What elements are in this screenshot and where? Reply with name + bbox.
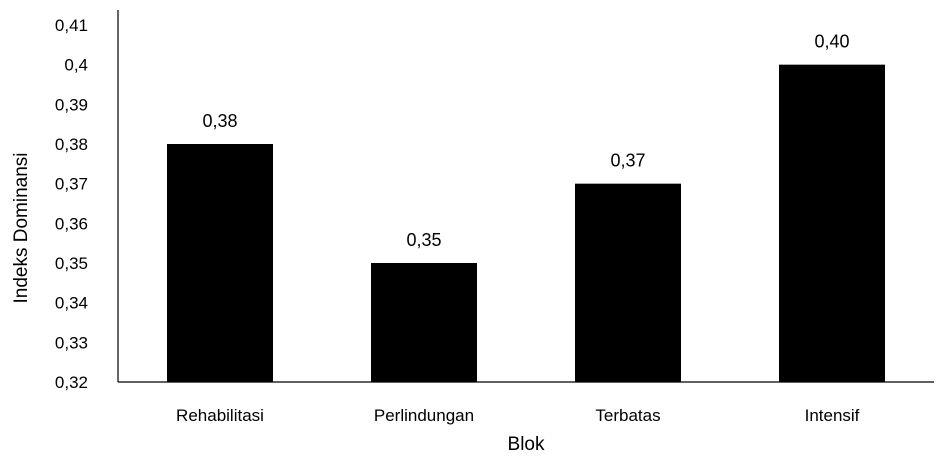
bar-terbatas [575, 183, 681, 382]
bars [167, 64, 885, 383]
y-tick-label: 0,4 [64, 56, 88, 75]
y-tick-label: 0,36 [55, 214, 88, 233]
x-tick-label-rehabilitasi: Rehabilitasi [176, 406, 264, 425]
y-tick-label: 0,41 [55, 16, 88, 35]
y-tick-label: 0,32 [55, 373, 88, 392]
data-label-rehabilitasi: 0,38 [202, 111, 237, 131]
data-label-perlindungan: 0,35 [406, 230, 441, 250]
y-tick-label: 0,37 [55, 175, 88, 194]
bar-intensif [779, 64, 885, 383]
y-tick-label: 0,39 [55, 95, 88, 114]
y-axis-title: Indeks Dominansi [11, 152, 32, 303]
x-tick-label-perlindungan: Perlindungan [374, 406, 474, 425]
x-tick-label-terbatas: Terbatas [595, 406, 660, 425]
y-tick-label: 0,38 [55, 135, 88, 154]
data-label-terbatas: 0,37 [610, 151, 645, 171]
y-tick-label: 0,34 [55, 294, 88, 313]
y-axis-tick-labels: 0,32 0,33 0,34 0,35 0,36 0,37 0,38 0,39 0,4 0,41 [55, 16, 88, 392]
data-labels: 0,38 0,35 0,37 0,40 [202, 32, 849, 250]
bar-perlindungan [371, 263, 477, 382]
x-tick-label-intensif: Intensif [805, 406, 860, 425]
x-axis-tick-labels: Rehabilitasi Perlindungan Terbatas Intensif [176, 406, 860, 425]
y-tick-label: 0,35 [55, 254, 88, 273]
bar-rehabilitasi [167, 144, 273, 382]
y-tick-label: 0,33 [55, 333, 88, 352]
x-axis-title: Blok [508, 434, 545, 455]
data-label-intensif: 0,40 [814, 32, 849, 52]
